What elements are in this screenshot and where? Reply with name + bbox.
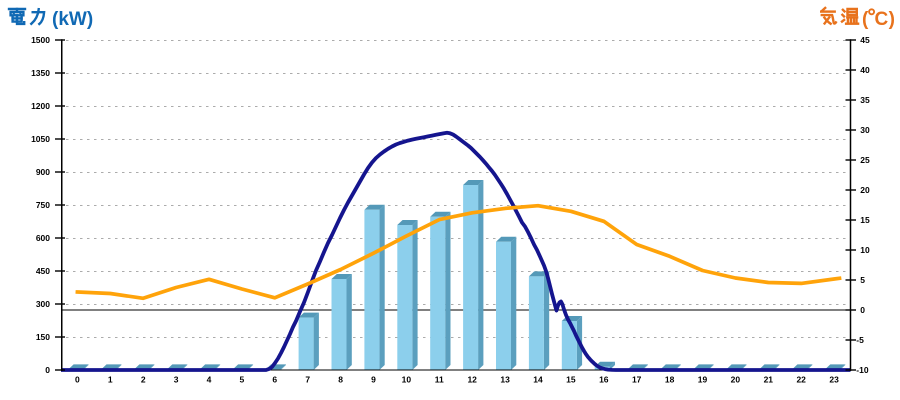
svg-text:10: 10	[860, 245, 870, 255]
svg-text:40: 40	[860, 65, 870, 75]
svg-text:1350: 1350	[31, 68, 50, 78]
svg-text:900: 900	[36, 167, 50, 177]
svg-text:23: 23	[829, 374, 839, 384]
svg-text:-5: -5	[856, 335, 864, 345]
svg-text:5: 5	[240, 374, 245, 384]
svg-text:16: 16	[599, 374, 609, 384]
svg-text:19: 19	[698, 374, 708, 384]
svg-text:-10: -10	[856, 365, 869, 375]
svg-text:6: 6	[272, 374, 277, 384]
svg-text:1: 1	[108, 374, 113, 384]
svg-text:15: 15	[566, 374, 576, 384]
svg-text:7: 7	[305, 374, 310, 384]
svg-text:25: 25	[860, 155, 870, 165]
svg-text:8: 8	[338, 374, 343, 384]
svg-text:11: 11	[435, 374, 444, 384]
svg-text:4: 4	[207, 374, 212, 384]
svg-text:10: 10	[402, 374, 412, 384]
svg-text:450: 450	[36, 266, 50, 276]
svg-text:(kW): (kW)	[52, 9, 93, 30]
svg-text:20: 20	[860, 185, 870, 195]
svg-text:1500: 1500	[31, 35, 50, 45]
svg-text:750: 750	[36, 200, 50, 210]
svg-text:17: 17	[632, 374, 642, 384]
svg-text:45: 45	[860, 35, 870, 45]
svg-text:14: 14	[533, 374, 543, 384]
svg-text:1050: 1050	[31, 134, 50, 144]
svg-text:300: 300	[36, 299, 50, 309]
svg-text:C: C	[875, 9, 889, 30]
svg-text:20: 20	[731, 374, 741, 384]
svg-text:3: 3	[174, 374, 179, 384]
svg-text:5: 5	[860, 275, 865, 285]
svg-text:18: 18	[665, 374, 675, 384]
svg-text:35: 35	[860, 95, 870, 105]
svg-text:9: 9	[371, 374, 376, 384]
svg-text:(: (	[862, 9, 869, 30]
svg-text:0: 0	[860, 305, 865, 315]
svg-text:21: 21	[764, 374, 774, 384]
svg-text:30: 30	[860, 125, 870, 135]
svg-text:12: 12	[467, 374, 477, 384]
svg-text:600: 600	[36, 233, 50, 243]
svg-text:0: 0	[75, 374, 80, 384]
svg-text:0: 0	[45, 365, 50, 375]
svg-text:1200: 1200	[31, 101, 50, 111]
svg-text:2: 2	[141, 374, 146, 384]
svg-text:150: 150	[36, 332, 50, 342]
svg-text:22: 22	[796, 374, 806, 384]
svg-text:15: 15	[860, 215, 870, 225]
svg-text:): )	[889, 9, 895, 30]
svg-text:13: 13	[500, 374, 510, 384]
